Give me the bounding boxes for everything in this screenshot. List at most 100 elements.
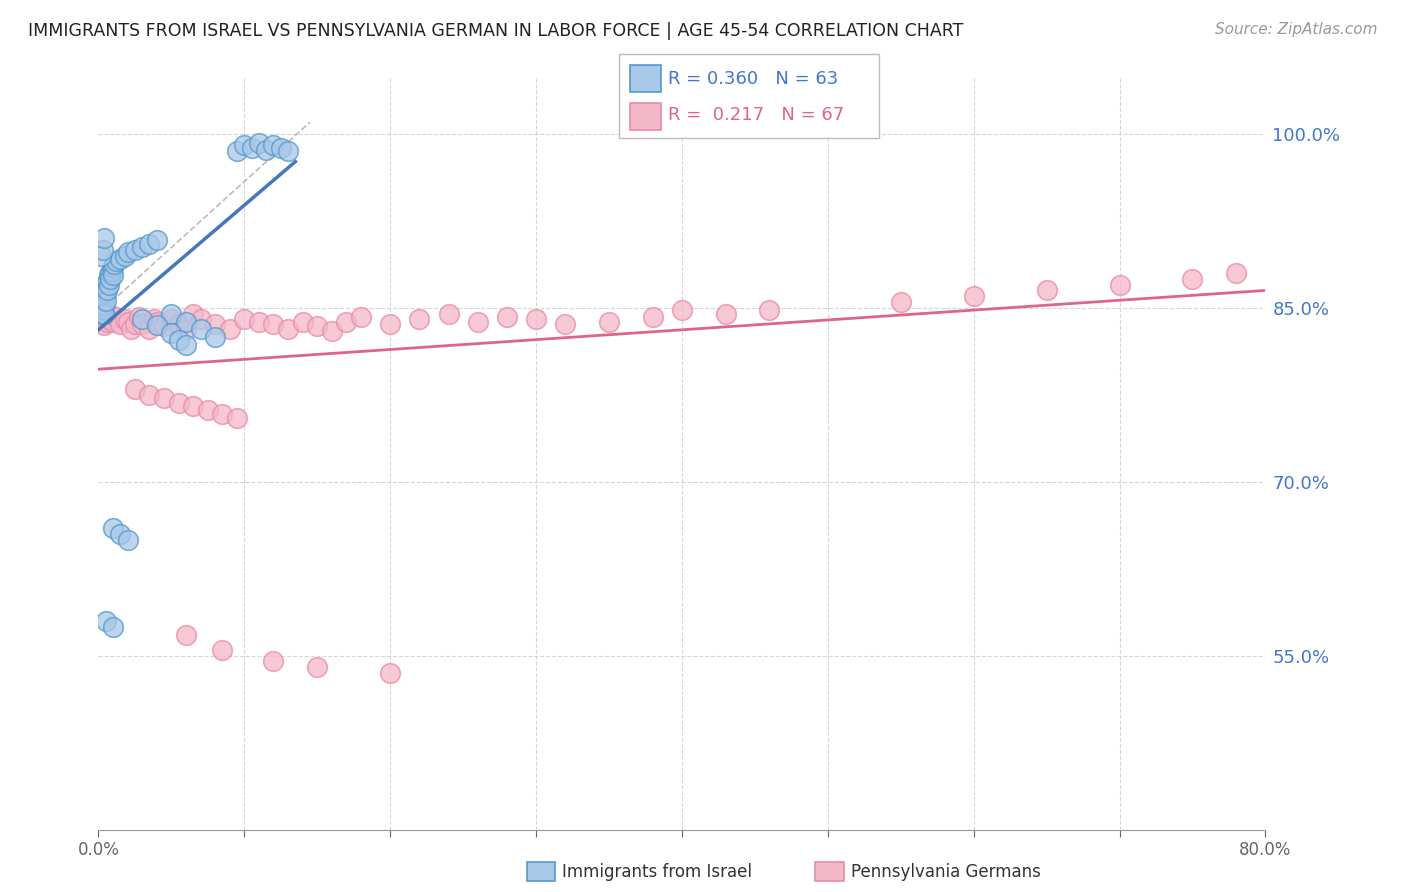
Point — [197, 402, 219, 417]
Point — [641, 310, 664, 324]
Point — [138, 387, 160, 401]
Point — [131, 312, 153, 326]
Point — [218, 321, 240, 335]
Text: IMMIGRANTS FROM ISRAEL VS PENNSYLVANIA GERMAN IN LABOR FORCE | AGE 45-54 CORRELA: IMMIGRANTS FROM ISRAEL VS PENNSYLVANIA G… — [28, 22, 963, 40]
Point — [104, 254, 127, 268]
Point — [110, 526, 132, 541]
Point — [138, 237, 160, 252]
Point — [167, 396, 190, 410]
Point — [247, 315, 270, 329]
Point — [93, 231, 115, 245]
Point — [181, 307, 204, 321]
Point — [93, 285, 115, 299]
Point — [598, 315, 620, 329]
Point — [120, 321, 142, 335]
Point — [90, 307, 112, 321]
Point — [146, 315, 169, 329]
Point — [90, 280, 112, 294]
Point — [160, 307, 183, 321]
Point — [240, 141, 263, 155]
Point — [93, 318, 115, 333]
Point — [91, 312, 114, 326]
Point — [233, 138, 256, 153]
Point — [101, 260, 124, 275]
Point — [117, 245, 139, 260]
Point — [97, 268, 120, 283]
Point — [350, 310, 373, 324]
Point — [110, 252, 132, 266]
Point — [962, 289, 984, 303]
Point — [131, 240, 153, 254]
Point — [101, 620, 124, 634]
Point — [98, 272, 121, 286]
Point — [160, 326, 183, 341]
Point — [94, 310, 117, 324]
Point — [380, 317, 402, 331]
Point — [124, 317, 146, 331]
Point — [98, 266, 121, 280]
Point — [90, 307, 112, 321]
Point — [671, 303, 693, 318]
Point — [204, 330, 226, 344]
Point — [554, 317, 576, 331]
Point — [117, 533, 139, 547]
Point — [524, 312, 547, 326]
Point — [117, 315, 139, 329]
Point — [270, 141, 292, 155]
Point — [91, 293, 114, 308]
Point — [167, 333, 190, 347]
Point — [124, 243, 146, 257]
Point — [93, 298, 115, 312]
Point — [138, 321, 160, 335]
Point — [153, 319, 176, 334]
Point — [174, 321, 197, 335]
Point — [496, 310, 519, 324]
Point — [97, 307, 120, 321]
Point — [380, 665, 402, 680]
Point — [97, 277, 120, 292]
Point — [100, 263, 122, 277]
Point — [291, 315, 314, 329]
Point — [114, 249, 136, 263]
Point — [94, 614, 117, 628]
Point — [101, 315, 124, 329]
Point — [307, 319, 329, 334]
Point — [103, 257, 125, 271]
Text: Immigrants from Israel: Immigrants from Israel — [562, 863, 752, 881]
Point — [890, 295, 912, 310]
Point — [160, 312, 183, 326]
Point — [277, 145, 299, 159]
Point — [89, 303, 111, 318]
Text: R = 0.360   N = 63: R = 0.360 N = 63 — [668, 70, 838, 88]
Point — [90, 293, 112, 307]
Point — [181, 400, 204, 414]
Point — [226, 410, 249, 425]
Point — [114, 312, 136, 326]
Point — [1181, 272, 1204, 286]
Point — [101, 268, 124, 283]
Point — [321, 324, 343, 338]
Point — [254, 143, 277, 157]
Point — [437, 307, 460, 321]
Point — [146, 234, 169, 248]
Point — [1035, 284, 1057, 298]
Point — [233, 312, 256, 326]
Point — [96, 284, 118, 298]
Point — [142, 312, 165, 326]
Point — [94, 285, 117, 300]
Point — [190, 321, 212, 335]
Point — [98, 312, 121, 326]
Point — [91, 301, 114, 316]
Point — [204, 317, 226, 331]
Point — [1108, 277, 1130, 292]
Point — [96, 275, 118, 289]
Point — [467, 315, 489, 329]
Point — [1225, 266, 1247, 280]
Point — [758, 303, 780, 318]
Point — [94, 293, 117, 308]
Point — [408, 312, 430, 326]
Point — [110, 317, 132, 331]
Point — [131, 317, 153, 331]
Point — [101, 521, 124, 535]
Point — [128, 310, 150, 324]
